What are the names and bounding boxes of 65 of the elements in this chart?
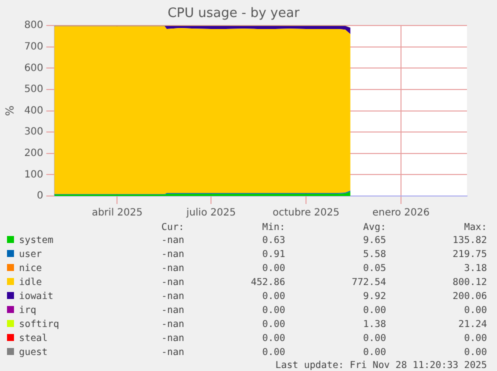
- text: 0.00: [261, 332, 286, 346]
- text: 0.00: [463, 332, 488, 346]
- text: 200.06: [452, 290, 488, 304]
- y-tick-label: 400: [24, 105, 44, 116]
- text: 219.75: [452, 248, 488, 262]
- text: Cur:: [160, 222, 186, 234]
- legend-label: softirq: [19, 319, 60, 330]
- x-tick-label: julio 2025: [185, 208, 236, 219]
- text: -nan: [160, 332, 186, 346]
- y-tick-label: 100: [24, 169, 44, 180]
- text: -nan: [160, 304, 186, 318]
- text: 0.00: [261, 262, 286, 276]
- text: 0.00: [362, 304, 388, 318]
- legend-label: nice: [19, 263, 42, 274]
- text: -nan: [160, 262, 186, 276]
- legend-label: guest: [19, 347, 48, 358]
- legend-label: system: [19, 235, 54, 246]
- y-tick-label: 700: [24, 41, 44, 52]
- y-tick-label: 800: [24, 20, 44, 32]
- x-tick-label: enero 2026: [372, 208, 430, 219]
- legend-label: steal: [19, 333, 48, 344]
- text: 9.65: [362, 234, 388, 248]
- text: -nan: [160, 290, 186, 304]
- y-axis-title: %: [3, 106, 16, 116]
- text: 21.24: [457, 318, 488, 332]
- text: 0.63: [261, 234, 286, 248]
- text: 0.00: [463, 346, 488, 360]
- text: Avg:: [362, 222, 388, 234]
- text: 772.54: [350, 276, 388, 290]
- chart-title: CPU usage - by year: [168, 6, 300, 22]
- text: 0.00: [261, 346, 286, 360]
- text: 0.00: [463, 304, 488, 318]
- legend-label: idle: [19, 277, 42, 288]
- text: Max:: [463, 222, 488, 234]
- text: 452.86: [250, 276, 286, 290]
- y-tick-label: 600: [24, 62, 44, 74]
- text: 800.12: [452, 276, 488, 290]
- text: 5.58: [362, 248, 388, 262]
- x-tick-label: abril 2025: [92, 208, 143, 219]
- text: -nan: [160, 248, 186, 262]
- y-tick-label: 300: [24, 126, 44, 138]
- text: 1.38: [362, 318, 388, 332]
- text: 9.92: [362, 290, 388, 304]
- text: 0.00: [261, 318, 286, 332]
- text: -nan: [160, 234, 186, 248]
- y-tick-label: 200: [24, 148, 44, 159]
- text: 0.00: [261, 290, 286, 304]
- y-tick-label: 0: [36, 190, 44, 202]
- text: 0.91: [261, 248, 286, 262]
- y-tick-label: 500: [24, 84, 44, 96]
- text: -nan: [160, 346, 186, 360]
- text: 0.05: [362, 262, 388, 276]
- text: 0.00: [362, 332, 388, 346]
- text: 0.00: [261, 304, 286, 318]
- legend-label: user: [19, 249, 42, 260]
- text: -nan: [160, 318, 186, 332]
- x-tick-label: octubre 2025: [272, 208, 340, 219]
- text: Last update: Fri Nov 28 11:20:33 2025: [274, 360, 488, 371]
- text: -nan: [160, 276, 186, 290]
- text: 3.18: [463, 262, 488, 276]
- legend-label: irq: [19, 305, 36, 316]
- text: Min:: [261, 222, 286, 234]
- text: 0.00: [362, 346, 388, 360]
- text: 135.82: [452, 234, 488, 248]
- legend-label: iowait: [19, 291, 54, 302]
